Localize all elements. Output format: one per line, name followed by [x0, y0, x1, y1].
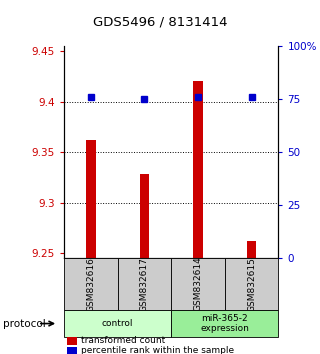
Bar: [171, 258, 225, 310]
Text: control: control: [102, 319, 133, 328]
Bar: [64, 310, 171, 337]
Bar: [225, 258, 278, 310]
Bar: [64, 258, 118, 310]
Text: miR-365-2
expression: miR-365-2 expression: [200, 314, 249, 333]
Text: GSM832614: GSM832614: [194, 257, 203, 312]
Text: GSM832617: GSM832617: [140, 257, 149, 312]
Bar: [86, 140, 96, 258]
Text: GSM832616: GSM832616: [86, 257, 95, 312]
Bar: [171, 310, 278, 337]
Bar: [67, 347, 77, 354]
Bar: [247, 241, 256, 258]
Bar: [118, 258, 171, 310]
Text: transformed count: transformed count: [81, 336, 165, 345]
Bar: [193, 81, 203, 258]
Text: protocol: protocol: [3, 319, 46, 329]
Text: GSM832615: GSM832615: [247, 257, 256, 312]
Bar: [67, 337, 77, 344]
Text: percentile rank within the sample: percentile rank within the sample: [81, 347, 234, 354]
Bar: [140, 175, 149, 258]
Text: GDS5496 / 8131414: GDS5496 / 8131414: [93, 16, 227, 29]
